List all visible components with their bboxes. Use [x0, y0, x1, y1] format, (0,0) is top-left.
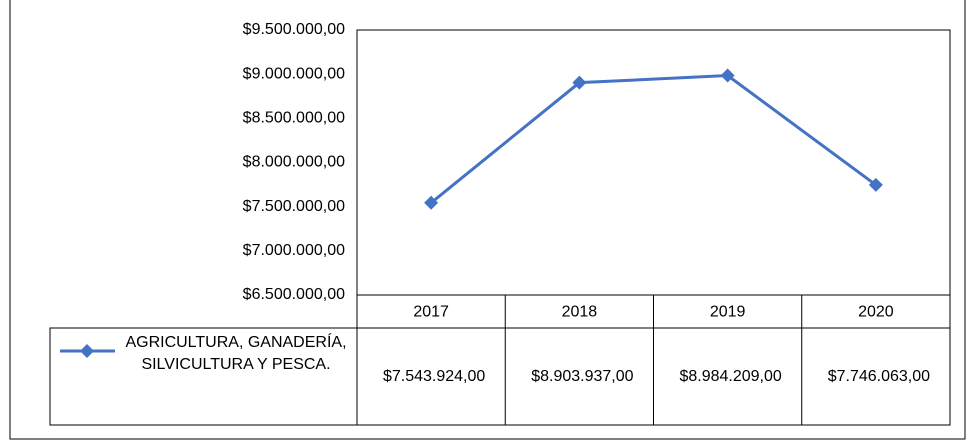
marker [720, 68, 735, 83]
table-value: $7.746.063,00 [828, 368, 930, 385]
y-tick-label: $7.500.000,00 [243, 198, 345, 215]
legend-label: AGRICULTURA, GANADERÍA, SILVICULTURA Y P… [125, 334, 347, 373]
table-value: $8.984.209,00 [679, 368, 781, 385]
marker [572, 75, 587, 90]
marker [868, 177, 883, 192]
x-tick-label: 2020 [858, 304, 894, 321]
x-tick-label: 2019 [710, 304, 746, 321]
plot-area [356, 29, 951, 296]
table-value: $8.903.937,00 [531, 368, 633, 385]
x-tick-label: 2018 [562, 304, 598, 321]
line [430, 74, 877, 204]
y-tick-label: $6.500.000,00 [243, 286, 345, 303]
table-value: $7.543.924,00 [383, 368, 485, 385]
y-tick-label: $9.000.000,00 [243, 65, 345, 82]
marker [424, 195, 439, 210]
y-tick-label: $8.000.000,00 [243, 154, 345, 171]
x-tick-label: 2017 [413, 304, 449, 321]
y-tick-label: $8.500.000,00 [243, 110, 345, 127]
y-tick-label: $7.000.000,00 [243, 242, 345, 259]
legend-marker [80, 344, 94, 358]
chart-border [9, 0, 966, 440]
y-tick-label: $9.500.000,00 [243, 21, 345, 38]
